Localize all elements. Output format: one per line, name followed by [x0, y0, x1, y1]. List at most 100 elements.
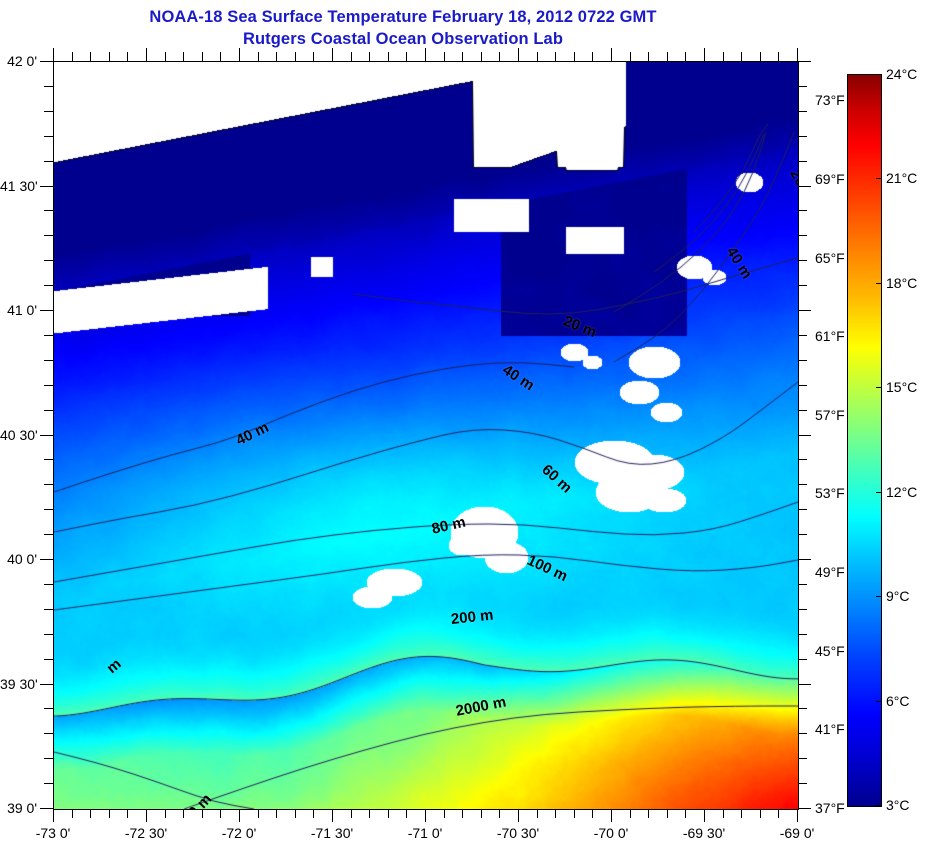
lat-tick-right — [798, 808, 811, 809]
lon-tick-bottom — [239, 809, 240, 822]
lat-tick-left — [44, 608, 53, 610]
latitude-tick-label: 39 30' — [0, 675, 38, 692]
lon-tick-bottom — [741, 809, 743, 818]
lat-tick-left — [44, 85, 53, 87]
lon-tick-bottom — [685, 809, 687, 818]
lon-tick-bottom — [704, 809, 705, 822]
lat-tick-right — [798, 185, 811, 187]
lat-tick-left — [44, 260, 53, 262]
lon-tick-bottom — [629, 809, 631, 818]
longitude-tick-label: -72 30' — [124, 825, 168, 841]
lat-tick-right — [798, 310, 811, 311]
colorbar-tick — [876, 283, 881, 284]
lat-tick-left — [44, 733, 53, 735]
lon-tick-bottom — [71, 809, 73, 818]
lat-tick-left — [40, 310, 53, 311]
chart-title-block: NOAA-18 Sea Surface Temperature February… — [0, 6, 806, 50]
lat-tick-right — [798, 708, 807, 710]
colorbar-tick — [876, 74, 881, 75]
lon-tick-top — [257, 52, 259, 61]
lon-tick-bottom — [592, 809, 594, 818]
lon-tick-bottom — [108, 809, 110, 818]
lon-tick-bottom — [797, 809, 798, 822]
lon-tick-top — [685, 52, 687, 61]
lon-tick-bottom — [387, 809, 389, 818]
lat-tick-left — [40, 559, 53, 560]
lat-tick-left — [44, 210, 53, 212]
colorbar-label-celsius: 12°C — [886, 483, 918, 500]
lat-tick-right — [798, 210, 807, 212]
lat-tick-left — [40, 808, 53, 809]
lat-tick-left — [44, 334, 53, 336]
lon-tick-bottom — [294, 809, 296, 818]
fahrenheit-tick-label: 65°F — [815, 249, 845, 266]
lat-tick-left — [44, 110, 53, 112]
lon-tick-top — [759, 52, 761, 61]
lon-tick-top — [536, 52, 538, 61]
lon-tick-bottom — [611, 809, 612, 822]
latitude-tick-label: 40 0' — [7, 551, 37, 567]
lon-tick-bottom — [425, 809, 426, 822]
lat-tick-left — [44, 509, 53, 511]
lon-tick-top — [53, 48, 54, 61]
lon-tick-top — [313, 52, 315, 61]
lat-tick-left — [40, 185, 53, 187]
lon-tick-top — [350, 52, 352, 61]
sst-raster — [54, 62, 798, 809]
lat-tick-right — [798, 110, 807, 112]
lon-tick-top — [108, 52, 110, 61]
longitude-tick-label: -73 0' — [35, 825, 71, 841]
page-title: NOAA-18 Sea Surface Temperature February… — [149, 8, 657, 26]
lat-tick-left — [44, 384, 53, 386]
lon-tick-top — [183, 52, 185, 61]
latitude-tick-label: 41 0' — [7, 302, 37, 318]
lat-tick-left — [44, 135, 53, 137]
colorbar-tick — [876, 387, 881, 388]
longitude-tick-label: -70 0' — [593, 825, 629, 841]
lon-tick-bottom — [127, 809, 129, 818]
longitude-tick-label: -71 30' — [310, 825, 354, 841]
lat-tick-right — [798, 509, 807, 511]
lon-tick-top — [592, 52, 594, 61]
temperature-colorbar[interactable] — [847, 74, 882, 807]
lat-tick-left — [40, 683, 53, 685]
lon-tick-bottom — [53, 809, 54, 822]
lon-tick-top — [778, 52, 780, 61]
colorbar-label-celsius: 18°C — [886, 274, 918, 291]
fahrenheit-tick-label: 57°F — [815, 406, 845, 423]
lon-tick-bottom — [462, 809, 464, 818]
lon-tick-bottom — [183, 809, 185, 818]
lon-tick-bottom — [369, 809, 371, 818]
lat-tick-left — [44, 484, 53, 486]
fahrenheit-tick-label: 69°F — [815, 170, 845, 187]
lat-tick-left — [44, 708, 53, 710]
lon-tick-top — [239, 48, 240, 61]
lat-tick-right — [798, 484, 807, 486]
lat-tick-left — [44, 758, 53, 760]
lon-tick-bottom — [518, 809, 519, 822]
page-subtitle: Rutgers Coastal Ocean Observation Lab — [242, 30, 564, 48]
lon-tick-top — [704, 48, 705, 61]
lon-tick-top — [294, 52, 296, 61]
longitude-tick-label: -69 0' — [779, 825, 815, 841]
lat-tick-left — [44, 359, 53, 361]
lon-tick-top — [276, 52, 278, 61]
lat-tick-right — [798, 334, 807, 336]
colorbar-tick — [876, 701, 881, 702]
lon-tick-top — [722, 52, 724, 61]
lon-tick-bottom — [443, 809, 445, 818]
lat-tick-right — [798, 758, 807, 760]
lon-tick-top — [425, 48, 426, 61]
latitude-tick-label: 42 0' — [7, 53, 37, 69]
lon-tick-top — [146, 48, 147, 61]
fahrenheit-tick-label: 41°F — [815, 721, 845, 738]
lon-tick-top — [629, 52, 631, 61]
lon-tick-top — [480, 52, 482, 61]
lat-tick-right — [798, 260, 807, 262]
lat-tick-right — [798, 135, 807, 137]
lat-tick-right — [798, 534, 807, 536]
lon-tick-bottom — [332, 809, 333, 822]
lat-tick-left — [44, 783, 53, 785]
